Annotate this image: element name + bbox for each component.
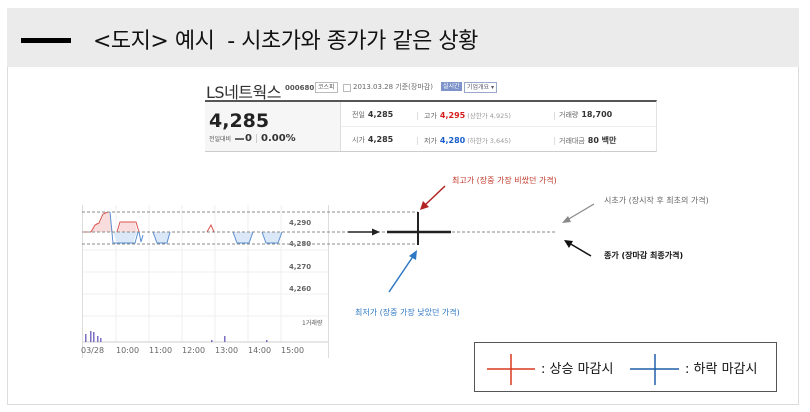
x-tick: 10:00 <box>116 346 140 355</box>
realtime-badge[interactable]: 실시간 <box>441 82 462 91</box>
x-tick: 14:00 <box>248 346 272 355</box>
legend-up-label: : 상승 마감시 <box>541 362 614 377</box>
low-price-annotation: 최저가 (장중 가장 낮았던 가격) <box>355 308 460 317</box>
close-price-desc: (장마감 최종가격) <box>618 251 684 260</box>
trade-amount-value: 80 백만 <box>587 136 617 145</box>
volume-label: 거래량 <box>559 111 579 119</box>
prev-close-label: 전일 <box>352 111 365 119</box>
x-tick: 03/28 <box>81 346 105 355</box>
lower-limit: (하한가 3,645) <box>467 137 511 145</box>
change-value: 0 <box>245 133 252 144</box>
legend-down-label: : 하락 마감시 <box>685 362 758 377</box>
price-chart-plot <box>83 205 328 343</box>
high-price-annotation: 최고가 (장중 가장 비쌌던 가격) <box>452 176 557 185</box>
slide-title: <도지> 예시 - 시초가와 종가가 같은 상황 <box>93 29 478 54</box>
open-value: 4,285 <box>367 135 394 144</box>
price-panel: 4,285 전일대비 0 0.00% <box>205 102 341 151</box>
high-label: 고가 <box>424 112 437 120</box>
current-price: 4,285 <box>209 110 270 132</box>
slide-frame <box>7 8 799 405</box>
legend-symbols <box>487 354 679 385</box>
divider <box>554 112 555 120</box>
volume-value: 18,700 <box>581 110 613 119</box>
x-tick: 11:00 <box>149 346 173 355</box>
upper-limit: (상한가 4,925) <box>467 112 511 120</box>
low-cell: 저가 4,280 (하한가 3,645) <box>424 135 511 146</box>
y-tick: 4,270 <box>289 263 312 271</box>
open-price-annotation: 시초가 (장시작 후 최초의 가격) <box>604 196 709 205</box>
high-cell: 고가 4,295 (상한가 4,925) <box>424 110 511 121</box>
close-price-term: 종가 <box>604 251 619 260</box>
stock-name: LS네트웍스 <box>206 83 281 102</box>
y-tick: 4,260 <box>289 285 312 293</box>
stock-quote-box: 4,285 전일대비 0 0.00% 전일 4,285 고가 4,295 (상한가 4… <box>205 100 657 152</box>
divider <box>256 134 257 143</box>
trade-amount-label: 거래대금 <box>559 137 585 145</box>
stock-code: 000680 <box>285 84 315 92</box>
title-band <box>7 8 799 67</box>
open-cell: 시가 4,285 <box>352 135 393 145</box>
prev-close-value: 4,285 <box>367 110 394 119</box>
high-value: 4,295 <box>439 111 466 120</box>
y-tick: 4,280 <box>289 240 312 248</box>
x-tick: 15:00 <box>281 346 305 355</box>
flat-change-icon <box>235 138 244 140</box>
intraday-chart: 4,290 4,280 4,270 4,260 03/28 10:00 11:0… <box>81 205 329 358</box>
change-percent: 0.00% <box>261 133 296 144</box>
calendar-icon <box>343 84 351 92</box>
prev-close-cell: 전일 4,285 <box>352 110 393 120</box>
close-price-annotation: 종가 (장마감 최종가격) <box>604 250 683 261</box>
change-label: 전일대비 <box>209 136 232 143</box>
y-tick: 4,290 <box>289 219 312 227</box>
title-bar-mark <box>21 38 71 43</box>
volume-axis-label: 1거래량 <box>302 320 323 327</box>
row-divider <box>341 126 656 127</box>
market-badge: 코스피 <box>315 82 338 93</box>
volume-cell: 거래량 18,700 <box>559 110 612 120</box>
x-tick: 13:00 <box>215 346 239 355</box>
low-label: 저가 <box>424 137 437 145</box>
x-tick: 12:00 <box>182 346 206 355</box>
divider <box>417 137 418 145</box>
low-value: 4,280 <box>439 136 466 145</box>
divider <box>554 137 555 145</box>
divider <box>417 112 418 120</box>
legend: : 상승 마감시 : 하락 마감시 <box>474 342 777 392</box>
open-label: 시가 <box>352 136 365 144</box>
date-text: 2013.03.28 기준(장마감) <box>353 83 433 91</box>
trade-amount-cell: 거래대금 80 백만 <box>559 135 616 146</box>
company-overview-dropdown[interactable]: 기업개요 ▾ <box>464 82 497 93</box>
